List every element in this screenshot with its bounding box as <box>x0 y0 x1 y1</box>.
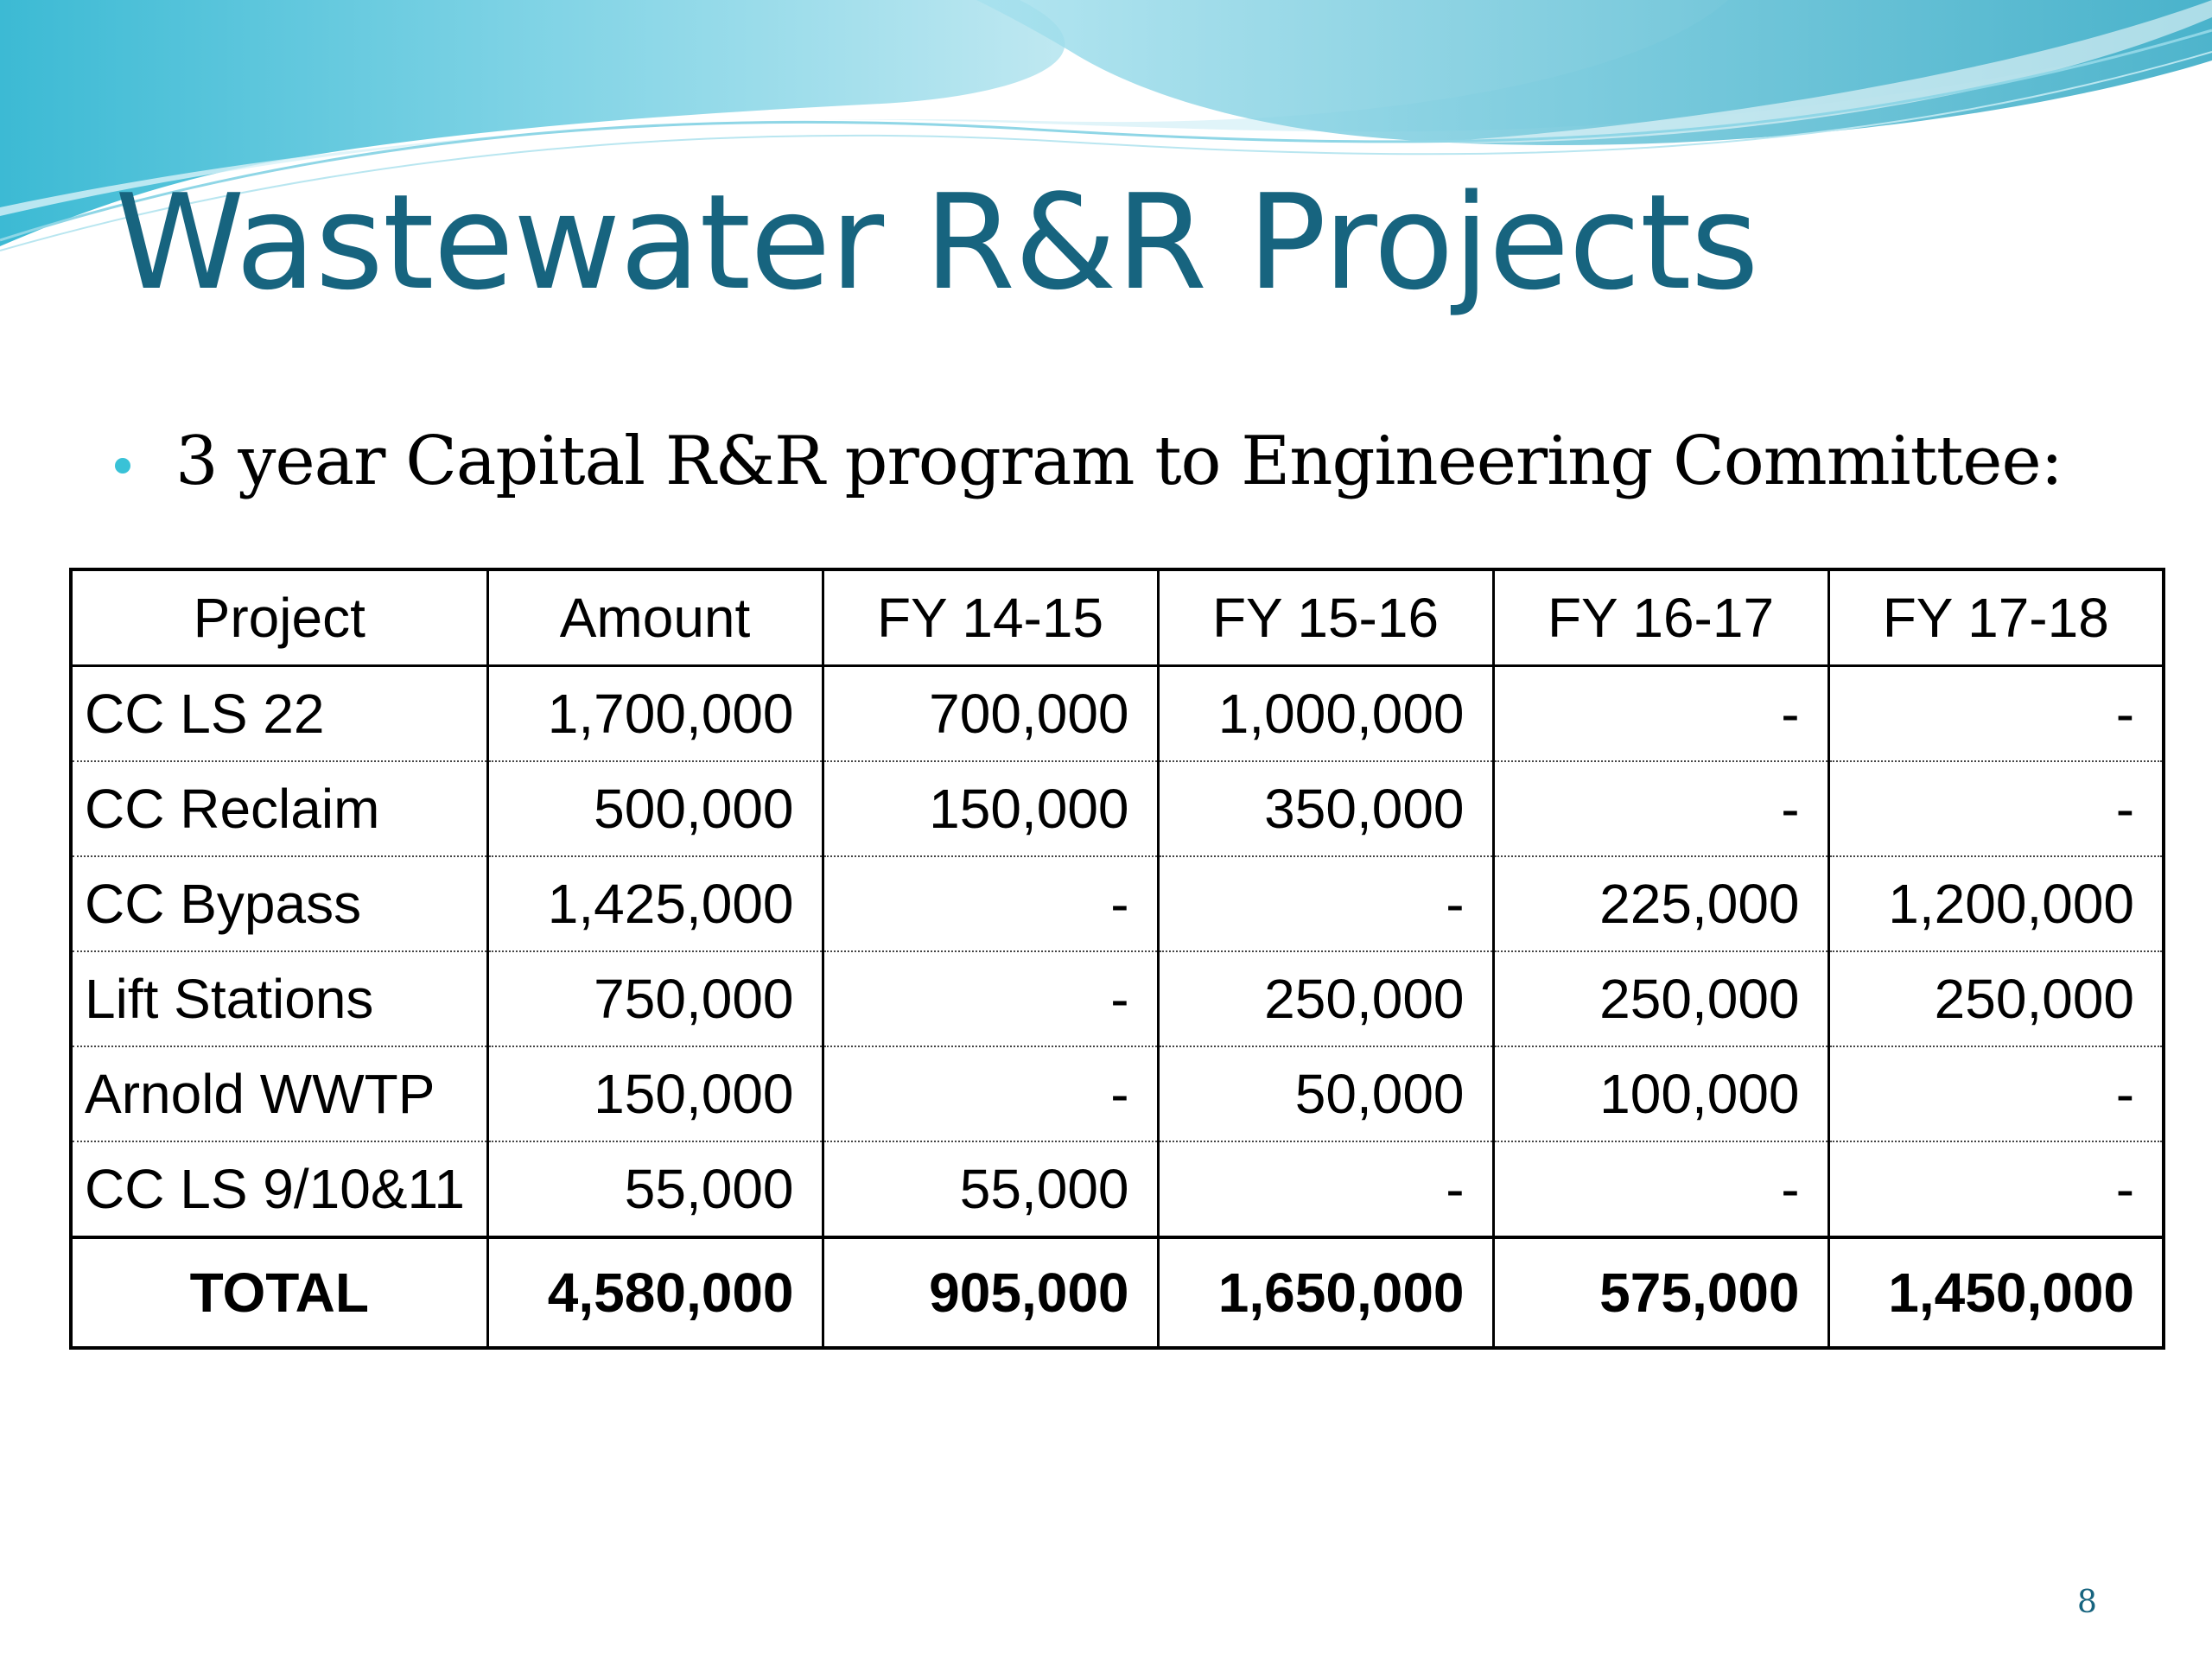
cell-fy-16-17: - <box>1491 1141 1830 1239</box>
cell-fy-15-16: 250,000 <box>1156 951 1495 1047</box>
table-header-row: Project Amount FY 14-15 FY 15-16 FY 16-1… <box>69 569 2165 667</box>
cell-fy-17-18: - <box>1827 665 2165 762</box>
cell-fy-17-18: 250,000 <box>1827 951 2165 1047</box>
cell-project: Lift Stations <box>69 951 489 1047</box>
table-row: CC Reclaim 500,000 150,000 350,000 - - <box>69 761 2165 857</box>
cell-fy-17-18: - <box>1827 1046 2165 1142</box>
cell-project: CC LS 9/10&11 <box>69 1141 489 1239</box>
slide-title: Wastewater R&R Projects <box>115 166 1759 319</box>
cell-amount: 750,000 <box>486 951 824 1047</box>
cell-amount: 150,000 <box>486 1046 824 1142</box>
cell-fy-17-18: - <box>1827 761 2165 857</box>
cell-amount: 55,000 <box>486 1141 824 1239</box>
total-fy-15-16: 1,650,000 <box>1156 1237 1495 1348</box>
table-row: CC Bypass 1,425,000 - - 225,000 1,200,00… <box>69 856 2165 952</box>
cell-amount: 500,000 <box>486 761 824 857</box>
cell-fy-14-15: - <box>821 856 1160 952</box>
cell-fy-15-16: 1,000,000 <box>1156 665 1495 762</box>
cell-amount: 1,700,000 <box>486 665 824 762</box>
bullet-item: 3 year Capital R&R program to Engineerin… <box>115 422 2063 503</box>
header-amount: Amount <box>486 569 824 667</box>
cell-fy-16-17: - <box>1491 761 1830 857</box>
projects-table: Project Amount FY 14-15 FY 15-16 FY 16-1… <box>69 568 2165 1350</box>
total-fy-14-15: 905,000 <box>821 1237 1160 1348</box>
bullet-text: 3 year Capital R&R program to Engineerin… <box>175 423 2063 500</box>
table-row: CC LS 9/10&11 55,000 55,000 - - - <box>69 1141 2165 1239</box>
table-total-row: TOTAL 4,580,000 905,000 1,650,000 575,00… <box>69 1237 2165 1348</box>
cell-fy-15-16: - <box>1156 1141 1495 1239</box>
cell-fy-14-15: 150,000 <box>821 761 1160 857</box>
cell-fy-16-17: 225,000 <box>1491 856 1830 952</box>
cell-fy-14-15: 700,000 <box>821 665 1160 762</box>
cell-fy-17-18: 1,200,000 <box>1827 856 2165 952</box>
table-row: Arnold WWTP 150,000 - 50,000 100,000 - <box>69 1046 2165 1142</box>
cell-fy-15-16: 350,000 <box>1156 761 1495 857</box>
total-label: TOTAL <box>69 1237 489 1348</box>
cell-fy-14-15: - <box>821 1046 1160 1142</box>
total-fy-17-18: 1,450,000 <box>1827 1237 2165 1348</box>
header-fy-15-16: FY 15-16 <box>1156 569 1495 667</box>
total-amount: 4,580,000 <box>486 1237 824 1348</box>
wave-banner <box>0 0 2212 251</box>
total-fy-16-17: 575,000 <box>1491 1237 1830 1348</box>
cell-fy-15-16: - <box>1156 856 1495 952</box>
cell-project: CC LS 22 <box>69 665 489 762</box>
cell-project: Arnold WWTP <box>69 1046 489 1142</box>
cell-fy-14-15: 55,000 <box>821 1141 1160 1239</box>
bullet-marker <box>115 457 130 474</box>
cell-fy-14-15: - <box>821 951 1160 1047</box>
table-row: Lift Stations 750,000 - 250,000 250,000 … <box>69 951 2165 1047</box>
header-fy-17-18: FY 17-18 <box>1827 569 2165 667</box>
cell-project: CC Reclaim <box>69 761 489 857</box>
cell-fy-15-16: 50,000 <box>1156 1046 1495 1142</box>
table-row: CC LS 22 1,700,000 700,000 1,000,000 - - <box>69 665 2165 762</box>
cell-amount: 1,425,000 <box>486 856 824 952</box>
header-fy-14-15: FY 14-15 <box>821 569 1160 667</box>
header-project: Project <box>69 569 489 667</box>
page-number: 8 <box>2077 1585 2097 1620</box>
cell-fy-16-17: 250,000 <box>1491 951 1830 1047</box>
cell-fy-17-18: - <box>1827 1141 2165 1239</box>
cell-fy-16-17: - <box>1491 665 1830 762</box>
cell-fy-16-17: 100,000 <box>1491 1046 1830 1142</box>
header-fy-16-17: FY 16-17 <box>1491 569 1830 667</box>
cell-project: CC Bypass <box>69 856 489 952</box>
